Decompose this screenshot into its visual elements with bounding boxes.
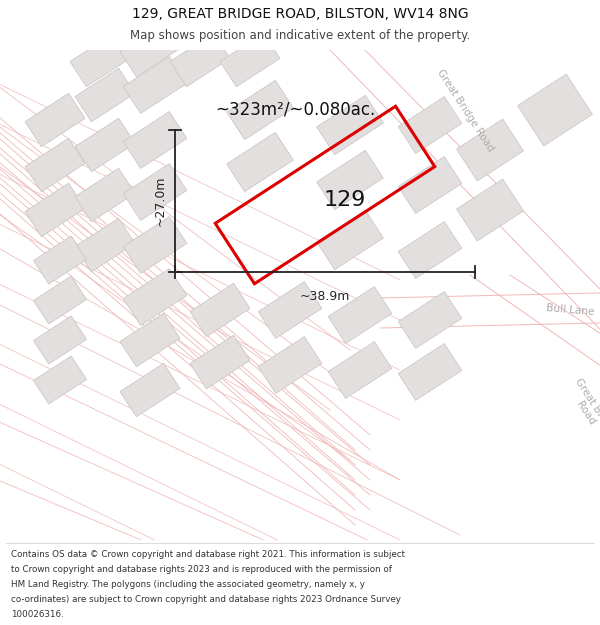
Polygon shape <box>25 183 85 237</box>
Polygon shape <box>398 292 462 348</box>
Polygon shape <box>75 218 135 272</box>
Polygon shape <box>190 283 250 337</box>
Text: 100026316.: 100026316. <box>11 610 64 619</box>
Polygon shape <box>123 217 187 273</box>
Polygon shape <box>227 132 293 192</box>
Text: Contains OS data © Crown copyright and database right 2021. This information is : Contains OS data © Crown copyright and d… <box>11 550 405 559</box>
Polygon shape <box>328 287 392 343</box>
Text: Great Bridge
Road: Great Bridge Road <box>563 376 600 444</box>
Polygon shape <box>25 138 85 192</box>
Polygon shape <box>75 68 135 122</box>
Polygon shape <box>0 207 293 563</box>
Polygon shape <box>317 151 383 209</box>
Polygon shape <box>220 33 280 87</box>
Polygon shape <box>25 93 85 147</box>
Polygon shape <box>457 179 523 241</box>
Text: 129: 129 <box>324 190 366 210</box>
Text: co-ordinates) are subject to Crown copyright and database rights 2023 Ordnance S: co-ordinates) are subject to Crown copyr… <box>11 595 401 604</box>
Polygon shape <box>120 23 180 77</box>
Polygon shape <box>123 164 187 221</box>
Polygon shape <box>75 118 135 172</box>
Polygon shape <box>170 33 230 87</box>
Polygon shape <box>70 33 130 87</box>
Polygon shape <box>398 157 462 213</box>
Text: to Crown copyright and database rights 2023 and is reproduced with the permissio: to Crown copyright and database rights 2… <box>11 565 392 574</box>
Text: 129, GREAT BRIDGE ROAD, BILSTON, WV14 8NG: 129, GREAT BRIDGE ROAD, BILSTON, WV14 8N… <box>131 7 469 21</box>
Polygon shape <box>34 236 86 284</box>
Polygon shape <box>227 81 293 139</box>
Polygon shape <box>518 74 592 146</box>
Text: Map shows position and indicative extent of the property.: Map shows position and indicative extent… <box>130 29 470 42</box>
Polygon shape <box>123 57 187 113</box>
Text: ~38.9m: ~38.9m <box>300 290 350 303</box>
Polygon shape <box>120 363 180 417</box>
Polygon shape <box>258 337 322 393</box>
Polygon shape <box>317 96 383 154</box>
Polygon shape <box>34 276 86 324</box>
Polygon shape <box>123 269 187 326</box>
Polygon shape <box>34 356 86 404</box>
Polygon shape <box>328 342 392 398</box>
Polygon shape <box>317 211 383 269</box>
Polygon shape <box>0 107 364 533</box>
Polygon shape <box>123 112 187 168</box>
Text: Great Bridge Road: Great Bridge Road <box>435 67 495 153</box>
Polygon shape <box>398 344 462 401</box>
Polygon shape <box>326 28 600 392</box>
Polygon shape <box>120 313 180 367</box>
Polygon shape <box>398 222 462 278</box>
Polygon shape <box>34 316 86 364</box>
Polygon shape <box>398 97 462 153</box>
Polygon shape <box>190 335 250 389</box>
Text: ~27.0m: ~27.0m <box>154 176 167 226</box>
Polygon shape <box>380 291 600 334</box>
Polygon shape <box>463 271 600 609</box>
Text: ~323m²/~0.080ac.: ~323m²/~0.080ac. <box>215 101 375 119</box>
Text: HM Land Registry. The polygons (including the associated geometry, namely x, y: HM Land Registry. The polygons (includin… <box>11 580 365 589</box>
Text: Bull Lane: Bull Lane <box>545 303 595 317</box>
Polygon shape <box>457 119 523 181</box>
Polygon shape <box>75 168 135 222</box>
Polygon shape <box>258 282 322 338</box>
Polygon shape <box>0 36 383 454</box>
